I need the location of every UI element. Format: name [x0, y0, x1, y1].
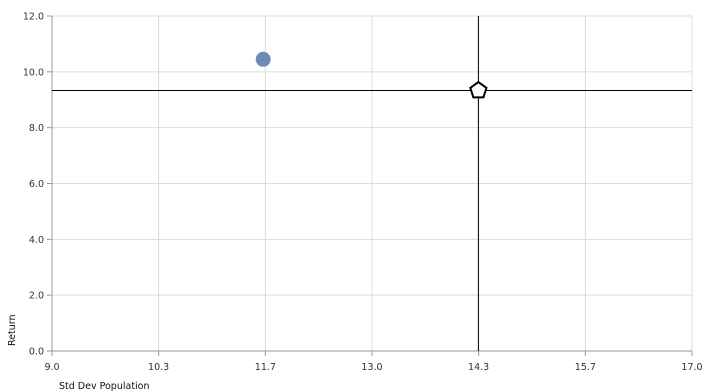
reference-lines [52, 16, 692, 351]
data-points [255, 51, 488, 99]
y-tick-label: 8.0 [29, 123, 44, 134]
x-axis-title: Std Dev Population [59, 381, 150, 392]
y-tick-label: 12.0 [23, 12, 44, 23]
y-axis-ticks: 0.0 2.0 4.0 6.0 8.0 10.0 12.0 [23, 12, 52, 358]
y-tick-label: 10.0 [23, 67, 44, 78]
data-point-circle[interactable] [255, 51, 271, 67]
y-tick-label: 0.0 [29, 347, 44, 358]
data-point-pentagon[interactable] [469, 80, 488, 99]
x-tick-label: 15.7 [575, 362, 596, 373]
grid [51, 15, 693, 352]
x-tick-label: 10.3 [148, 362, 169, 373]
x-axis-ticks: 9.0 10.3 11.7 13.0 14.3 15.7 17.0 [44, 351, 703, 373]
x-tick-label: 11.7 [255, 362, 276, 373]
y-tick-label: 4.0 [29, 235, 44, 246]
x-tick-label: 17.0 [681, 362, 702, 373]
x-tick-label: 14.3 [468, 362, 489, 373]
x-tick-label: 9.0 [44, 362, 59, 373]
y-axis-title: Return [7, 314, 18, 346]
x-tick-label: 13.0 [361, 362, 382, 373]
y-tick-label: 2.0 [29, 291, 44, 302]
y-tick-label: 6.0 [29, 179, 44, 190]
